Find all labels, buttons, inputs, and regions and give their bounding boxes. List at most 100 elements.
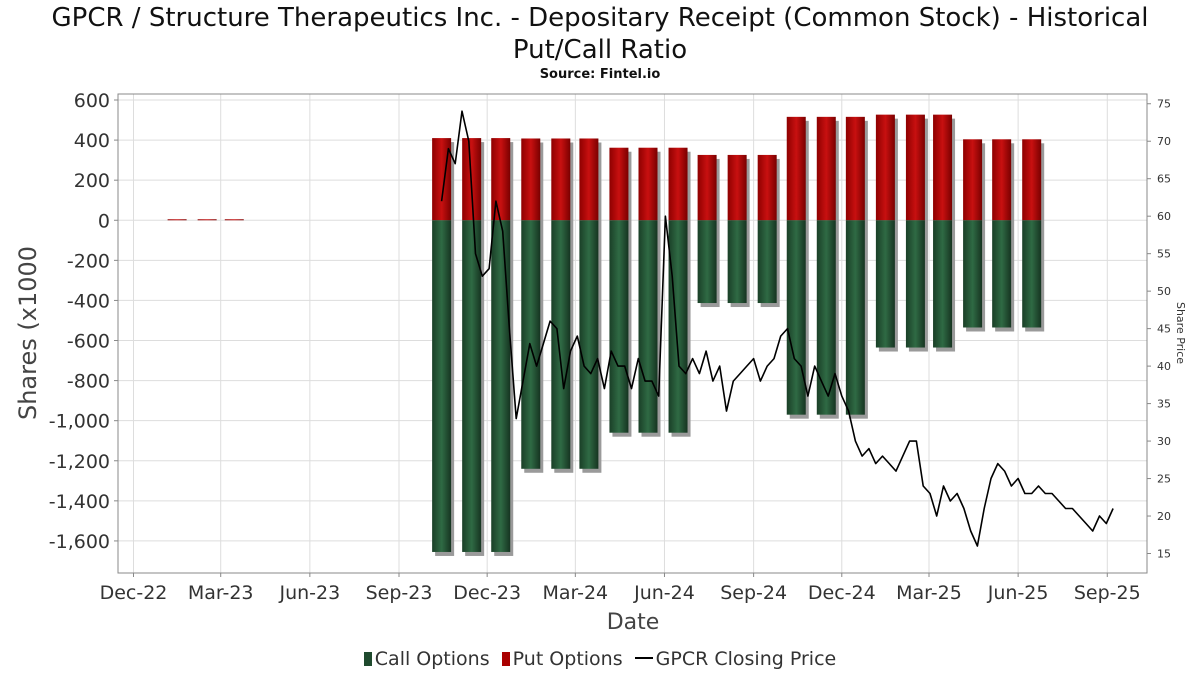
put-bar (167, 219, 187, 221)
call-bar (905, 220, 925, 348)
y2-tick-label: 55 (1157, 248, 1171, 261)
put-bar (992, 139, 1012, 221)
y-tick-label: 600 (74, 90, 110, 112)
x-axis-title: Date (607, 610, 660, 635)
put-bar (963, 139, 983, 221)
x-axis: Dec-22 Mar-23 Jun-23 Sep-23 Dec-23 Mar-24 Jun-… (100, 573, 1141, 604)
y-axis-title: Shares (x1000 (14, 246, 42, 420)
price-line-swatch-icon (634, 657, 653, 659)
x-tick-label: Jun-24 (633, 582, 695, 604)
call-bar (992, 220, 1012, 328)
legend-price-label: GPCR Closing Price (655, 648, 837, 670)
x-tick-label: Jun-25 (987, 582, 1049, 604)
chart-title-line-1: GPCR / Structure Therapeutics Inc. - Dep… (51, 3, 1149, 33)
put-bar (638, 147, 658, 221)
call-bar (432, 220, 452, 552)
y-tick-label: 200 (74, 170, 110, 192)
legend-put-label: Put Options (512, 648, 623, 670)
y2-tick-label: 40 (1157, 360, 1171, 373)
x-tick-label: Dec-23 (453, 582, 521, 604)
call-bar (668, 220, 688, 433)
y2-tick-label: 25 (1157, 473, 1171, 486)
y-tick-label: -600 (67, 331, 110, 353)
put-bar (875, 114, 895, 221)
bars (167, 114, 1042, 552)
put-bar (197, 219, 217, 221)
put-bar (905, 114, 925, 221)
y-axis-right: 75 70 65 60 55 50 45 40 35 30 25 20 15 (1147, 98, 1171, 561)
call-bar (462, 220, 482, 552)
call-bar (697, 220, 717, 304)
y2-tick-label: 70 (1157, 135, 1171, 148)
put-bar (668, 147, 688, 221)
y2-tick-label: 75 (1157, 98, 1171, 111)
x-tick-label: Jun-23 (278, 582, 340, 604)
y-tick-label: -1,400 (49, 491, 110, 513)
call-bar (1022, 220, 1042, 328)
call-bar (609, 220, 629, 433)
put-bar (786, 116, 806, 221)
call-bar (551, 220, 571, 469)
put-swatch-icon (501, 652, 510, 666)
call-bar (933, 220, 953, 348)
put-bar (757, 154, 777, 221)
put-bar (579, 138, 599, 221)
call-bar (963, 220, 983, 328)
put-bar (521, 138, 541, 221)
legend-price: GPCR Closing Price (634, 648, 837, 670)
call-bar (786, 220, 806, 415)
y-tick-label: -200 (67, 250, 110, 272)
y-tick-label: -1,000 (49, 411, 110, 433)
y-axis-left: 600 400 200 0 -200 -400 -600 -800 -1,000 -1,200 -1… (49, 90, 118, 553)
put-bar (697, 154, 717, 221)
call-bar (727, 220, 747, 304)
x-tick-label: Sep-23 (366, 582, 433, 604)
y-tick-label: 400 (74, 130, 110, 152)
y-tick-label: -800 (67, 371, 110, 393)
y2-tick-label: 15 (1157, 548, 1171, 561)
y2-axis-title: Share Price (1174, 302, 1187, 364)
x-tick-label: Mar-23 (188, 582, 254, 604)
x-tick-label: Dec-22 (100, 582, 168, 604)
chart-title-line-2: Put/Call Ratio (512, 35, 688, 65)
y2-tick-label: 50 (1157, 285, 1171, 298)
chart-legend: Call Options Put Options GPCR Closing Pr… (0, 648, 1200, 670)
put-bar (1022, 139, 1042, 221)
put-bar (491, 138, 511, 221)
y-tick-label: -1,200 (49, 451, 110, 473)
put-bar (816, 116, 836, 221)
y-tick-label: 0 (98, 210, 110, 232)
legend-call: Call Options (363, 648, 490, 670)
y2-tick-label: 35 (1157, 398, 1171, 411)
x-tick-label: Dec-24 (808, 582, 876, 604)
x-tick-label: Mar-25 (896, 582, 962, 604)
y2-tick-label: 20 (1157, 510, 1171, 523)
call-bar (491, 220, 511, 552)
y-tick-label: -1,600 (49, 531, 110, 553)
put-bar (933, 114, 953, 221)
put-bar (224, 219, 244, 221)
price-line-layer (440, 110, 1114, 547)
x-tick-label: Sep-25 (1074, 582, 1141, 604)
y2-tick-label: 60 (1157, 210, 1171, 223)
call-bar (638, 220, 658, 433)
call-bar (845, 220, 865, 415)
put-bar (845, 116, 865, 221)
price-line (440, 110, 1114, 547)
call-bar (579, 220, 599, 469)
put-bar (609, 147, 629, 221)
legend-put: Put Options (501, 648, 623, 670)
y-tick-label: -400 (67, 290, 110, 312)
y2-tick-label: 45 (1157, 323, 1171, 336)
call-bar (757, 220, 777, 304)
legend-call-label: Call Options (374, 648, 490, 670)
call-bar (816, 220, 836, 415)
y2-tick-label: 30 (1157, 435, 1171, 448)
put-bar (727, 154, 747, 221)
put-bar (551, 138, 571, 221)
call-bar (875, 220, 895, 348)
y2-tick-label: 65 (1157, 173, 1171, 186)
x-tick-label: Sep-24 (720, 582, 787, 604)
plot-frame (117, 93, 1148, 574)
